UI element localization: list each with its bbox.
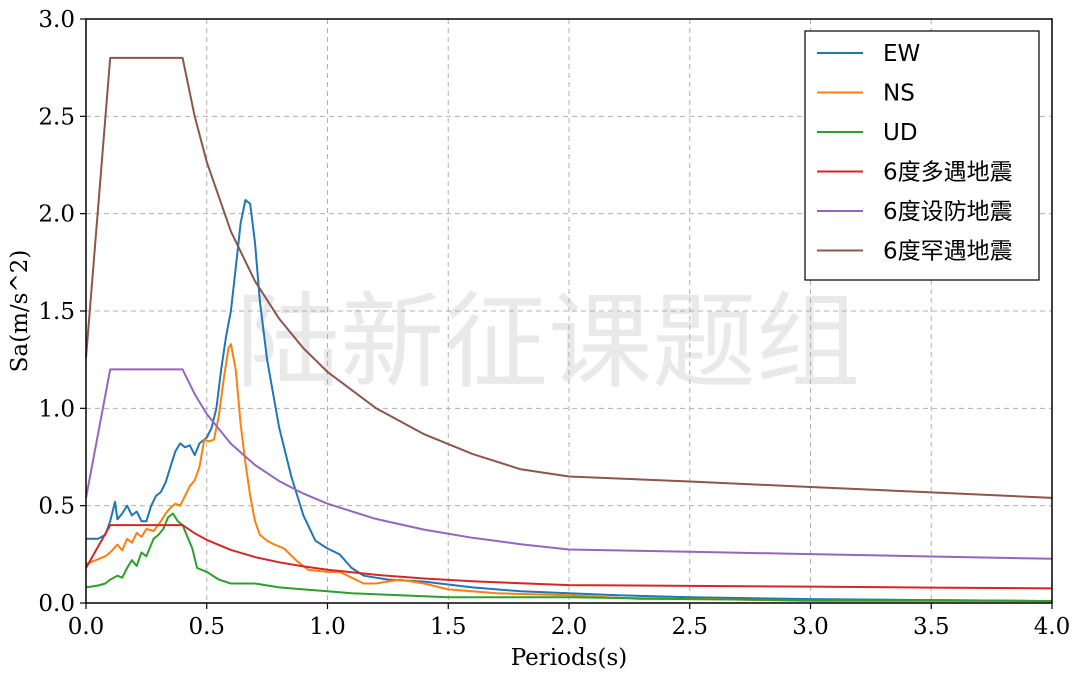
legend-box <box>804 30 1040 281</box>
x-tick-label: 3.0 <box>792 614 829 640</box>
x-tick-label: 1.5 <box>430 614 467 640</box>
watermark-text: 陆新征课题组 <box>236 281 860 403</box>
y-tick-label: 2.0 <box>38 202 75 228</box>
y-tick-label: 1.0 <box>38 396 75 422</box>
legend-label-5: 6度罕遇地震 <box>883 239 1013 265</box>
axis-ticks: 0.0 0.5 1.0 1.5 2.0 2.5 3.0 3.5 4.0 0.0 0.5 1.0 1.5 2… <box>38 7 1070 640</box>
series-line-2 <box>85 512 1053 603</box>
y-tick-label: 3.0 <box>38 7 75 33</box>
x-tick-label: 0.5 <box>188 614 225 640</box>
y-axis-title: Sa(m/s^2) <box>7 250 33 373</box>
legend: EW NS UD 6度多遇地震 6度设防地震 6度罕遇地震 <box>804 30 1040 281</box>
y-tick-label: 0.0 <box>38 591 75 617</box>
x-tick-label: 4.0 <box>1034 614 1071 640</box>
x-tick-label: 1.0 <box>309 614 346 640</box>
legend-label-0: EW <box>883 41 920 67</box>
y-tick-label: 0.5 <box>38 494 75 520</box>
y-tick-label: 1.5 <box>38 299 75 325</box>
series-line-3 <box>85 524 1053 590</box>
legend-label-1: NS <box>883 81 915 107</box>
x-tick-label: 2.0 <box>551 614 588 640</box>
y-tick-label: 2.5 <box>38 104 75 130</box>
legend-label-4: 6度设防地震 <box>883 199 1013 225</box>
legend-label-2: UD <box>883 120 918 146</box>
x-axis-title: Periods(s) <box>511 645 628 671</box>
legend-label-3: 6度多遇地震 <box>883 160 1013 186</box>
series-line-1 <box>85 343 1052 603</box>
x-tick-label: 0.0 <box>68 614 105 640</box>
x-tick-label: 2.5 <box>671 614 708 640</box>
series-lines <box>85 56 1053 603</box>
series-line-4 <box>85 368 1053 560</box>
series-line-5 <box>85 56 1053 499</box>
x-tick-label: 3.5 <box>913 614 950 640</box>
